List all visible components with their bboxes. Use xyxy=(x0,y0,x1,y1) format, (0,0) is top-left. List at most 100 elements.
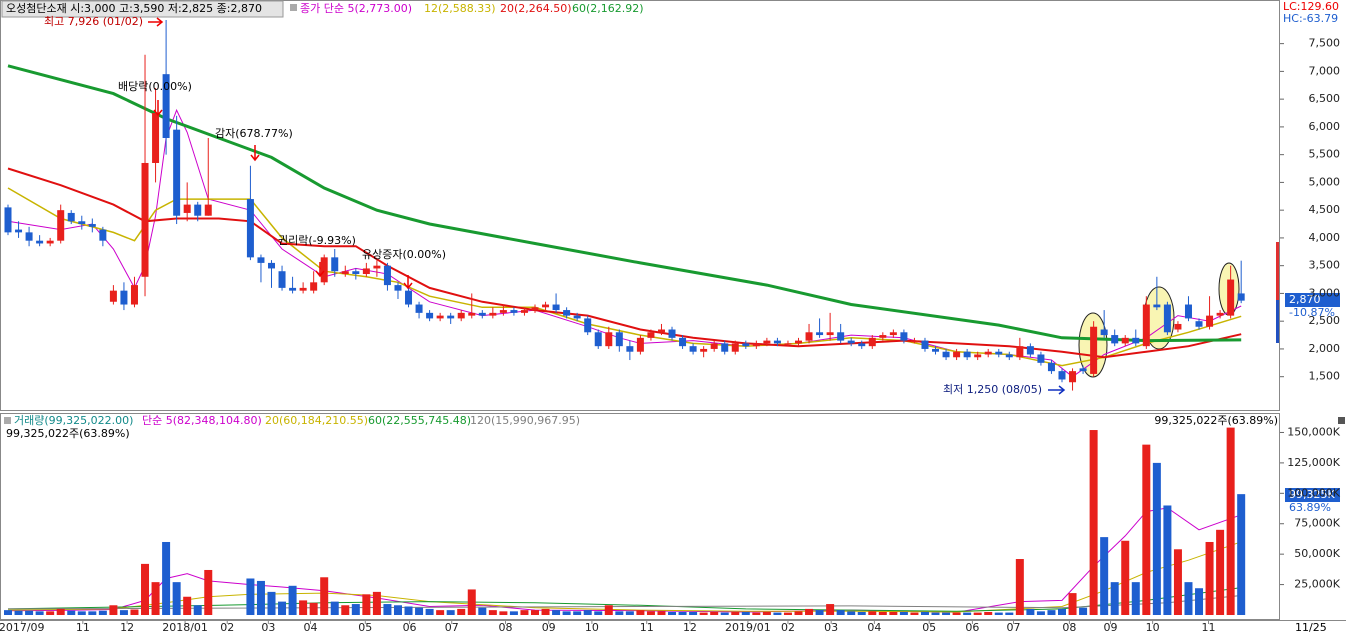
annotation: 권리락(-9.93%) xyxy=(278,234,356,247)
arrow xyxy=(148,17,164,27)
title-box xyxy=(1,0,284,18)
candle-body xyxy=(36,240,44,244)
candle-body xyxy=(373,265,381,269)
x-tick-label: 03 xyxy=(824,621,838,634)
candle-body xyxy=(963,351,971,358)
candle-body xyxy=(647,332,655,338)
candle-body xyxy=(183,204,191,213)
candle-body xyxy=(246,199,254,258)
candle-body xyxy=(1237,293,1245,301)
legend-entry: 60(2,162.92) xyxy=(572,2,644,15)
candle-body xyxy=(816,332,824,336)
volume-bar xyxy=(952,612,961,615)
candle-body xyxy=(858,343,866,347)
candle-body xyxy=(310,282,318,291)
y-tick-label: 100,000K xyxy=(1287,486,1340,499)
y-tick-label: 150,000K xyxy=(1287,425,1340,438)
volume-bar xyxy=(1005,612,1014,615)
volume-bar xyxy=(973,612,982,615)
volume-bar xyxy=(351,604,360,615)
candle-body xyxy=(921,340,929,349)
candle-body xyxy=(520,310,528,313)
volume-bar xyxy=(467,589,476,615)
candle-body xyxy=(173,129,181,216)
volume-bar xyxy=(920,611,929,615)
volume-bar xyxy=(404,606,413,615)
volume-bar xyxy=(309,602,318,615)
candle-body xyxy=(984,351,992,355)
volume-bar xyxy=(847,611,856,615)
volume-bar xyxy=(457,608,466,615)
volume-bar xyxy=(773,612,782,615)
moving-average xyxy=(7,64,1242,343)
y-tick-label: 4,500 xyxy=(1309,203,1341,216)
volume-bar xyxy=(56,608,65,615)
volume-bar xyxy=(594,611,603,615)
candle-body xyxy=(1195,321,1203,327)
volume-bar xyxy=(731,611,740,615)
candle-body xyxy=(1058,371,1066,380)
y-tick-label: 75,000K xyxy=(1294,517,1340,530)
candle-body xyxy=(657,329,665,333)
x-tick-label: 08 xyxy=(498,621,512,634)
volume-bar xyxy=(1026,608,1035,615)
candle-body xyxy=(668,329,676,338)
x-tick-label: 10 xyxy=(585,621,599,634)
volume-bar xyxy=(1152,462,1161,615)
y-tick-label: 5,000 xyxy=(1309,175,1341,188)
candle-body xyxy=(46,240,54,244)
arrow xyxy=(1048,385,1066,395)
volume-bar xyxy=(762,611,771,615)
volume-bar xyxy=(425,608,434,615)
volume-bar xyxy=(372,591,381,615)
volume-bar xyxy=(1142,444,1151,615)
candle-body xyxy=(932,348,940,352)
candle-body xyxy=(268,262,275,269)
candle-body xyxy=(573,315,581,319)
volume-bar xyxy=(162,541,171,615)
x-tick-label: 02 xyxy=(220,621,234,634)
volume-bar xyxy=(393,605,402,615)
volume-bar xyxy=(35,611,44,615)
candle-body xyxy=(1163,304,1171,333)
candle-body xyxy=(489,312,497,316)
volume-bar xyxy=(98,610,107,615)
candle-body xyxy=(1227,279,1235,316)
candle-body xyxy=(331,257,339,272)
hc-bar xyxy=(1276,300,1279,343)
volume-bar xyxy=(46,611,55,615)
volume-bar xyxy=(1036,611,1045,615)
candle-body xyxy=(109,290,117,302)
volume-title: 거래량(99,325,022.00) xyxy=(14,414,133,427)
candle-body xyxy=(689,346,697,352)
candle-body xyxy=(436,315,444,319)
volume-bar xyxy=(341,605,350,615)
candle-body xyxy=(742,343,750,347)
candle-body xyxy=(1079,368,1087,372)
volume-bar xyxy=(668,611,677,615)
volume-bar xyxy=(478,607,487,615)
volume-bar xyxy=(1226,427,1235,615)
candle-body xyxy=(700,348,708,352)
volume-bar xyxy=(583,610,592,615)
volume-bar xyxy=(151,582,160,615)
volume-info: 99,325,022주(63.89%) xyxy=(1154,414,1278,427)
hc-label: HC:-63.79 xyxy=(1283,12,1338,25)
candle-body xyxy=(4,207,12,233)
candle-body xyxy=(1026,346,1034,355)
volume-bar xyxy=(836,610,845,615)
candle-body xyxy=(468,312,476,316)
candle-body xyxy=(563,310,571,316)
volume-bar xyxy=(1068,593,1077,615)
candle-body xyxy=(204,204,212,216)
volume-bar xyxy=(826,604,835,615)
volume-bar xyxy=(1163,505,1172,615)
arrow xyxy=(315,262,325,278)
candle-body xyxy=(584,318,592,333)
candle-body xyxy=(995,351,1003,355)
y-tick-label: 6,500 xyxy=(1309,92,1341,105)
legend-entry: 20(60,184,210.55) xyxy=(265,414,368,427)
candle-body xyxy=(679,337,687,347)
